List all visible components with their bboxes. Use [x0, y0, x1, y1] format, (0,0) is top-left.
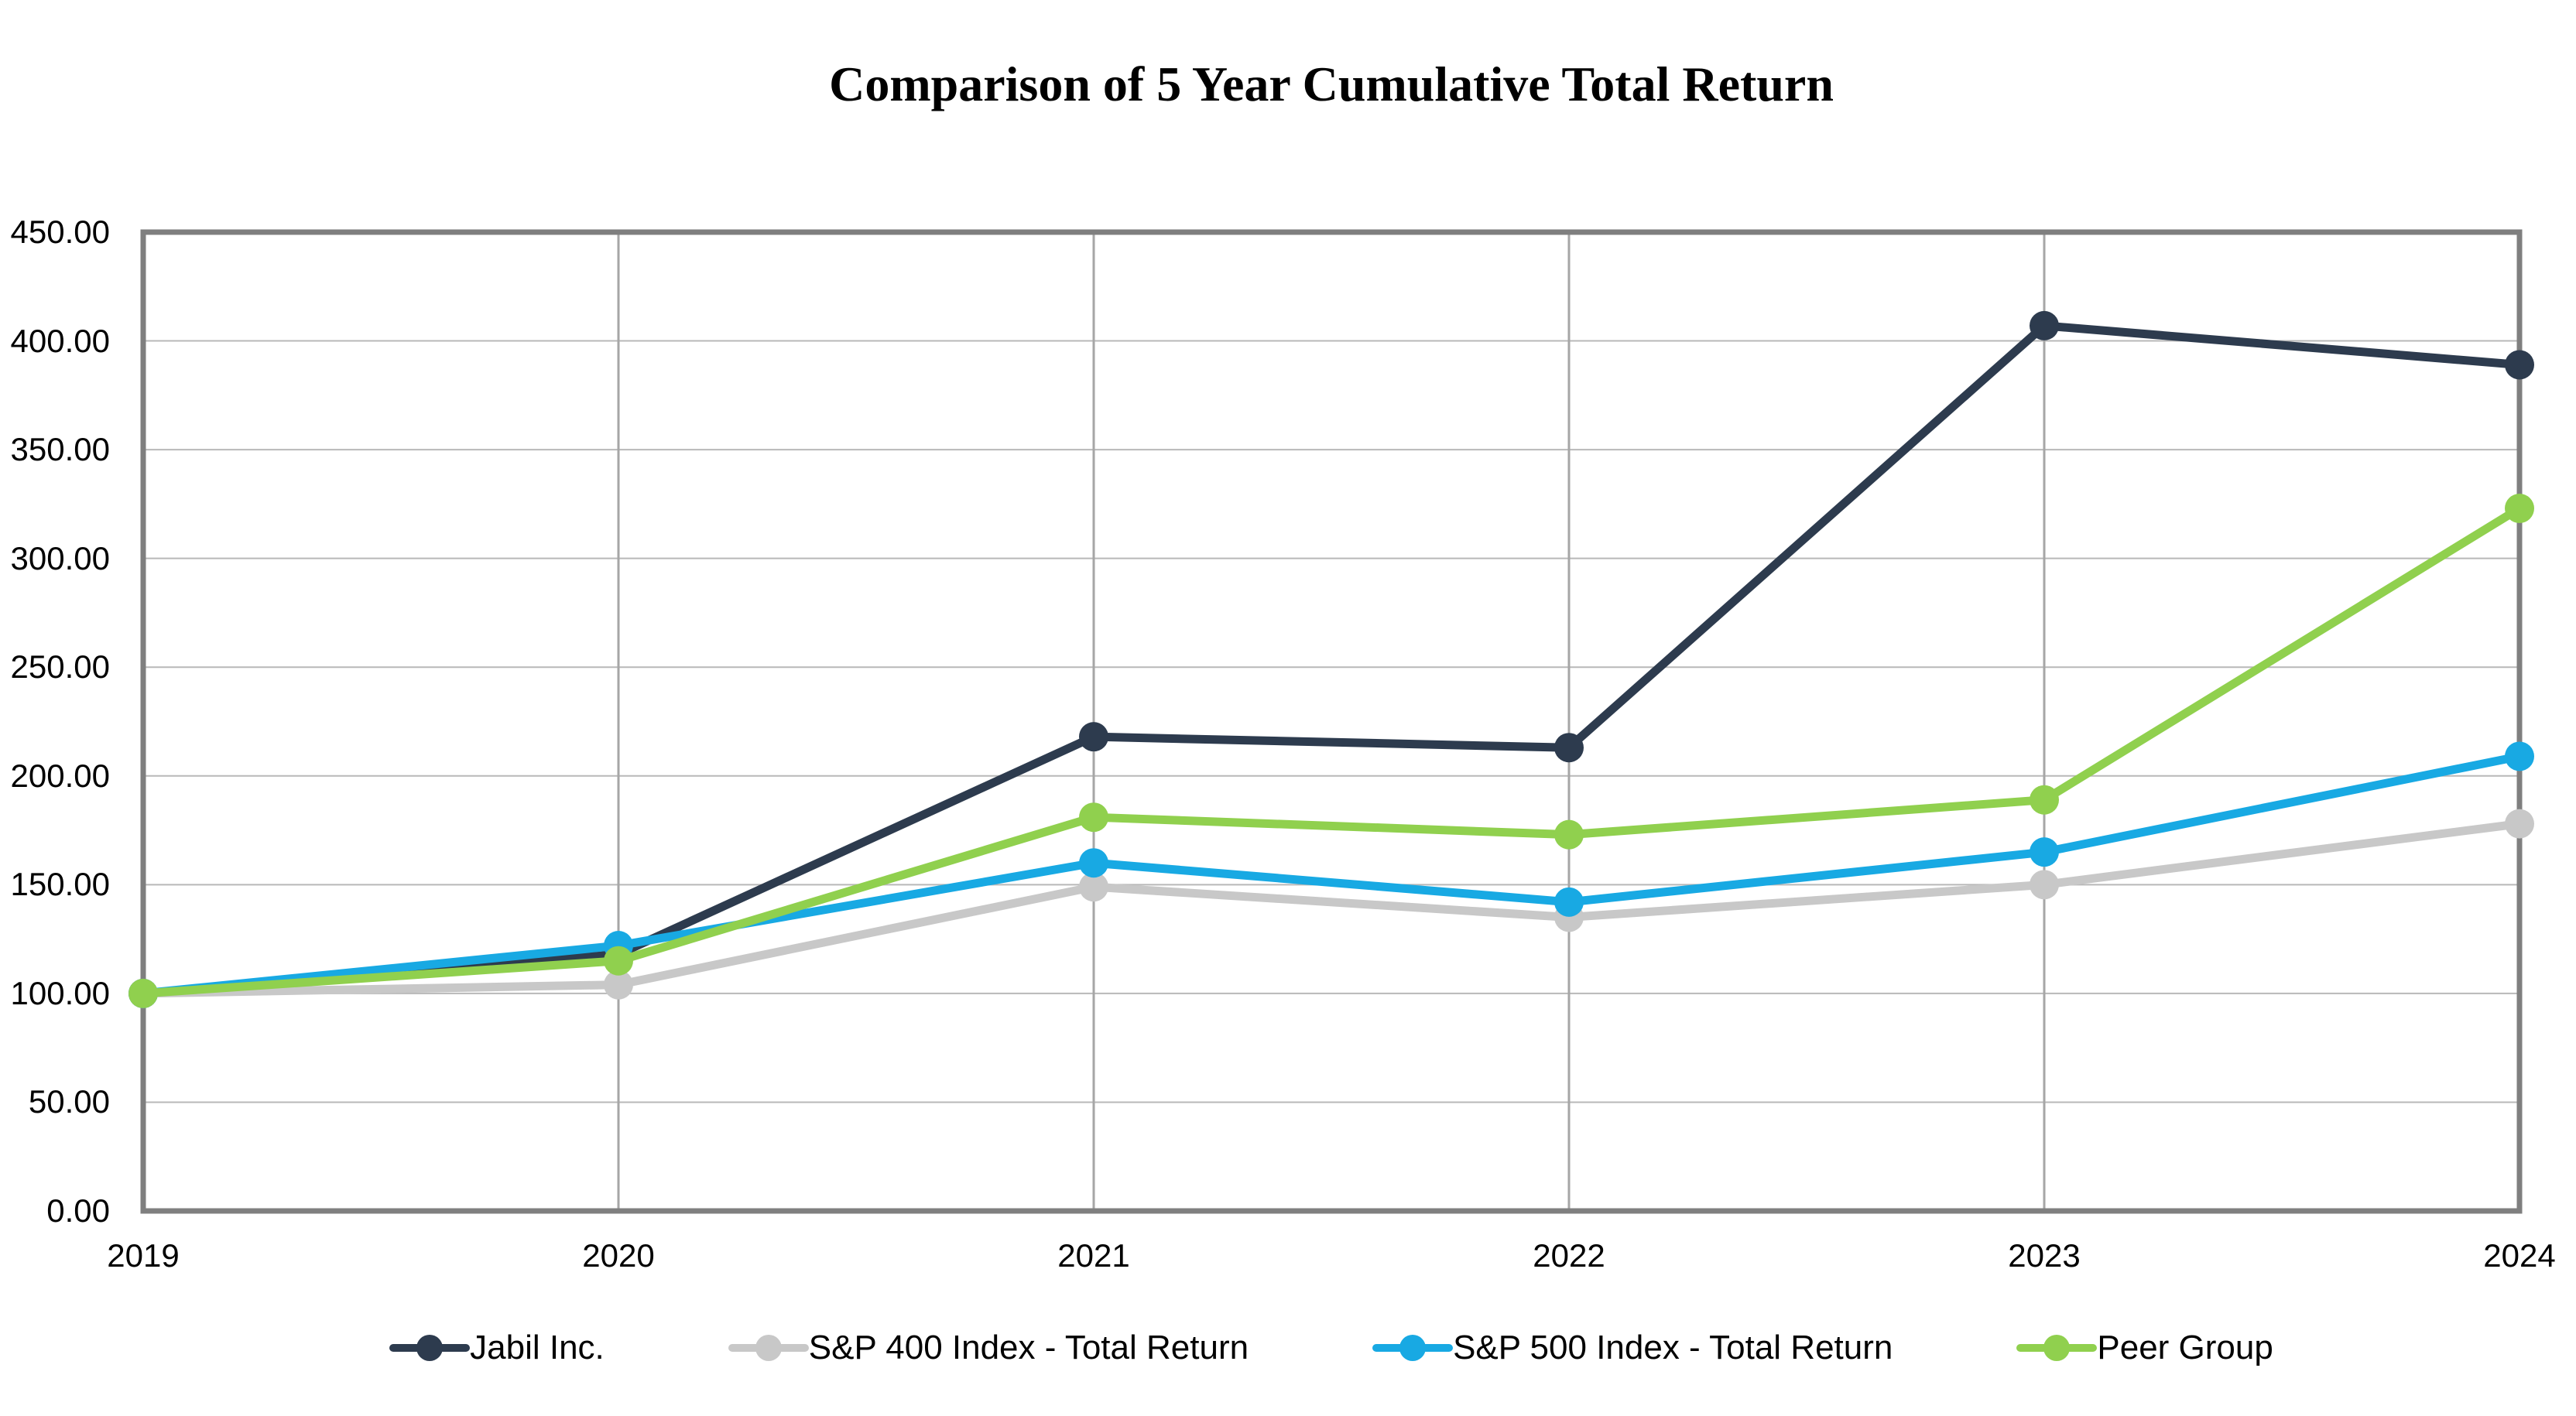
legend-dot-icon: [2043, 1335, 2071, 1361]
legend-label: S&P 500 Index - Total Return: [1453, 1329, 1893, 1366]
y-axis-tick-label: 450.00: [10, 214, 110, 250]
data-point-marker: [2505, 741, 2534, 771]
legend-item: S&P 500 Index - Total Return: [1372, 1320, 1893, 1376]
data-point-marker: [1079, 848, 1108, 878]
series-line: [139, 819, 2524, 998]
data-point-marker: [2030, 837, 2059, 867]
data-point-marker: [2030, 785, 2059, 815]
legend-series-marker-icon: [728, 1320, 809, 1376]
data-point-marker: [1079, 722, 1108, 752]
series-line: [139, 321, 2524, 998]
x-axis-tick-label: 2022: [1533, 1237, 1605, 1274]
data-point-marker: [128, 978, 158, 1008]
y-axis-tick-label: 250.00: [10, 648, 110, 686]
legend-label: S&P 400 Index - Total Return: [808, 1329, 1249, 1366]
data-point-marker: [604, 946, 633, 976]
data-point-marker: [2505, 350, 2534, 380]
y-axis-tick-label: 150.00: [10, 866, 110, 903]
data-point-marker: [2505, 809, 2534, 839]
data-point-marker: [1079, 802, 1108, 833]
legend-label: Peer Group: [2097, 1329, 2273, 1366]
legend-item: Jabil Inc.: [389, 1320, 605, 1376]
x-axis-tick-label: 2020: [582, 1237, 655, 1274]
y-axis-tick-label: 100.00: [10, 974, 110, 1011]
chart-legend: Jabil Inc. S&P 400 Index - Total Return S&…: [143, 1320, 2519, 1376]
data-point-marker: [1079, 872, 1108, 902]
legend-series-marker-icon: [2016, 1320, 2098, 1376]
y-axis-tick-label: 50.00: [28, 1083, 110, 1120]
x-axis-tick-label: 2019: [107, 1237, 180, 1274]
y-axis-tick-label: 300.00: [10, 539, 110, 576]
legend-series-marker-icon: [1372, 1320, 1454, 1376]
series-line: [139, 751, 2524, 998]
x-axis-tick-label: 2023: [2008, 1237, 2081, 1274]
x-axis-tick-label: 2024: [2483, 1237, 2556, 1274]
plot-frame: [140, 229, 2523, 1214]
legend-item: S&P 400 Index - Total Return: [728, 1320, 1249, 1376]
legend-dot-icon: [416, 1335, 444, 1361]
y-axis-tick-label: 0.00: [46, 1192, 110, 1229]
series-line: [139, 504, 2524, 998]
data-point-marker: [1554, 887, 1584, 917]
data-point-marker: [2030, 870, 2059, 900]
data-point-marker: [1554, 733, 1584, 763]
y-axis-tick-label: 400.00: [10, 322, 110, 359]
data-point-marker: [1554, 819, 1584, 850]
data-point-marker: [2505, 494, 2534, 524]
x-axis-tick-label: 2021: [1057, 1237, 1130, 1274]
legend-label: Jabil Inc.: [470, 1329, 605, 1366]
y-axis-tick-label: 200.00: [10, 757, 110, 794]
legend-dot-icon: [755, 1335, 782, 1361]
legend-series-marker-icon: [389, 1320, 471, 1376]
legend-item: Peer Group: [2016, 1320, 2273, 1376]
legend-dot-icon: [1399, 1335, 1427, 1361]
y-axis-tick-label: 350.00: [10, 431, 110, 468]
chart-title: Comparison of 5 Year Cumulative Total Re…: [829, 56, 1834, 111]
data-point-marker: [2030, 310, 2059, 340]
data-point-marker: [604, 970, 633, 1000]
